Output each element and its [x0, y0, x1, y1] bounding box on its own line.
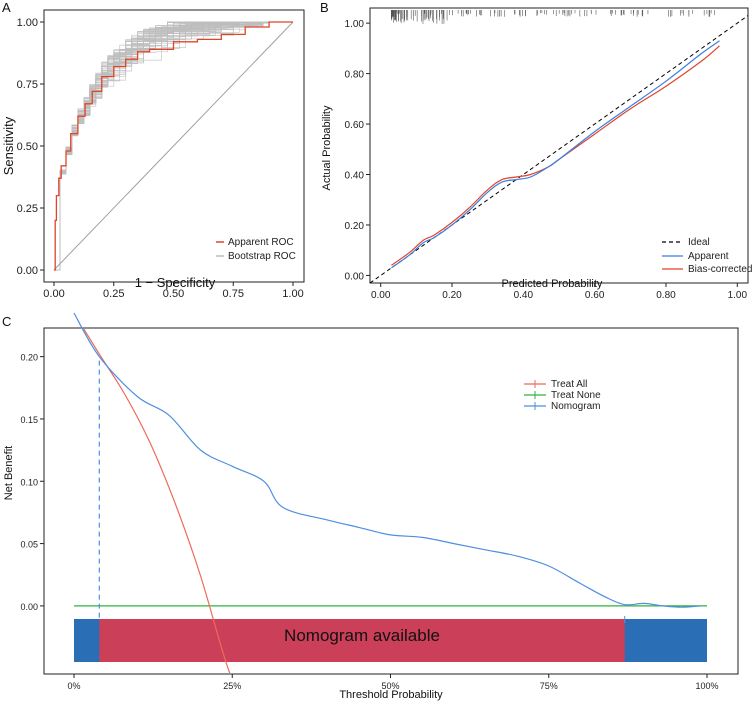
apparent-roc-line [54, 21, 293, 271]
x-tick-label: 0.25 [103, 288, 124, 300]
y-tick-label: 0.40 [345, 171, 365, 182]
legend-treat-all: Treat All [551, 379, 587, 390]
legend-nomogram: Nomogram [551, 401, 600, 412]
x-tick-label: 0.00 [371, 290, 391, 301]
panel-a-ylabel: Sensitivity [1, 116, 16, 175]
panel-c-legend: Treat All Treat None Nomogram [524, 379, 601, 412]
x-tick-label: 0.20 [442, 290, 462, 301]
panel-c-lines [73, 312, 707, 673]
y-tick-label: 0.00 [17, 265, 38, 277]
panel-label-a: A [2, 0, 11, 15]
panel-a-legend: Apparent ROC Bootstrap ROC [216, 237, 296, 262]
x-tick-label: 0.40 [514, 290, 534, 301]
panel-b-ylabel: Actual Probability [321, 105, 333, 190]
panel-label-c: C [2, 314, 11, 329]
panel-b: 0.00 0.20 0.40 0.60 0.80 1.00 0.00 0.20 0.40 0.60… [321, 7, 752, 301]
y-tick-label: 0.15 [20, 415, 38, 425]
decision-range-band [74, 616, 707, 662]
panel-b-frame [369, 7, 749, 284]
y-tick-label: 0.20 [345, 221, 365, 232]
legend-apparent: Apparent [688, 251, 729, 262]
y-tick-label: 0.25 [17, 203, 38, 215]
prediction-rug [391, 10, 715, 24]
y-tick-label: 0.00 [345, 271, 365, 282]
x-tick-label: 0.00 [43, 288, 64, 300]
nomogram-available-label: Nomogram available [284, 626, 440, 645]
band-nomogram-available [99, 619, 625, 662]
x-tick-label: 1.00 [282, 288, 303, 300]
legend-bootstrap-roc: Bootstrap ROC [228, 251, 296, 262]
y-tick-label: 0.50 [17, 141, 38, 153]
apparent-line [391, 40, 720, 269]
y-tick-label: 0.75 [17, 79, 38, 91]
y-tick-label: 0.10 [20, 477, 38, 487]
y-tick-label: 1.00 [17, 17, 38, 29]
panel-a-xlabel: 1 − Specificity [135, 275, 216, 290]
chance-diagonal-line [53, 21, 294, 271]
x-tick-label: 0.75 [223, 288, 244, 300]
bootstrap-roc-curve [54, 21, 293, 271]
x-tick-label: 25% [223, 681, 241, 691]
panel-b-xlabel: Predicted Probability [502, 278, 603, 290]
x-tick-label: 0.60 [585, 290, 605, 301]
panel-b-legend: Ideal Apparent Bias-corrected [662, 237, 752, 275]
legend-apparent-roc: Apparent ROC [228, 237, 294, 248]
y-tick-label: 0.20 [20, 353, 38, 363]
panel-label-b: B [320, 0, 329, 15]
bootstrap-roc-curve [54, 21, 293, 271]
panel-a: 0.00 0.25 0.50 0.75 1.00 0.00 0.25 0.50 0.75 1.00… [1, 9, 305, 300]
y-tick-label: 0.05 [20, 540, 38, 550]
y-tick-label: 0.00 [20, 602, 38, 612]
x-tick-label: 100% [695, 681, 718, 691]
nomogram-line [73, 312, 701, 608]
treat-all-line [83, 329, 231, 673]
x-tick-label: 1.00 [728, 290, 748, 301]
x-tick-label: 0.80 [656, 290, 676, 301]
panel-c: 0% 25% 50% 75% 100% 0.00 0.05 0.10 0.15 0.20 Nomo… [3, 312, 739, 701]
y-tick-label: 1.00 [345, 19, 365, 30]
panel-a-lines [53, 21, 294, 271]
panel-b-lines [369, 15, 749, 284]
panel-a-ticks: 0.00 0.25 0.50 0.75 1.00 0.00 0.25 0.50 0.75 1.00 [17, 17, 304, 300]
panel-c-ylabel: Net Benefit [3, 446, 15, 500]
y-tick-label: 0.60 [345, 120, 365, 131]
x-tick-label: 50% [381, 681, 399, 691]
panel-c-xlabel: Threshold Probability [339, 689, 443, 701]
x-tick-label: 0% [67, 681, 80, 691]
legend-bias-corrected: Bias-corrected [688, 264, 752, 275]
y-tick-label: 0.80 [345, 70, 365, 81]
bootstrap-roc-curves [54, 21, 293, 271]
bias-corrected-line [391, 45, 720, 266]
legend-treat-none: Treat None [551, 390, 601, 401]
panel-c-ticks: 0% 25% 50% 75% 100% 0.00 0.05 0.10 0.15 0.20 [20, 353, 718, 691]
x-tick-label: 0.50 [163, 288, 184, 300]
legend-ideal: Ideal [688, 237, 710, 248]
x-tick-label: 75% [540, 681, 558, 691]
panel-b-ticks: 0.00 0.20 0.40 0.60 0.80 1.00 0.00 0.20 0.40 0.60… [345, 19, 748, 301]
